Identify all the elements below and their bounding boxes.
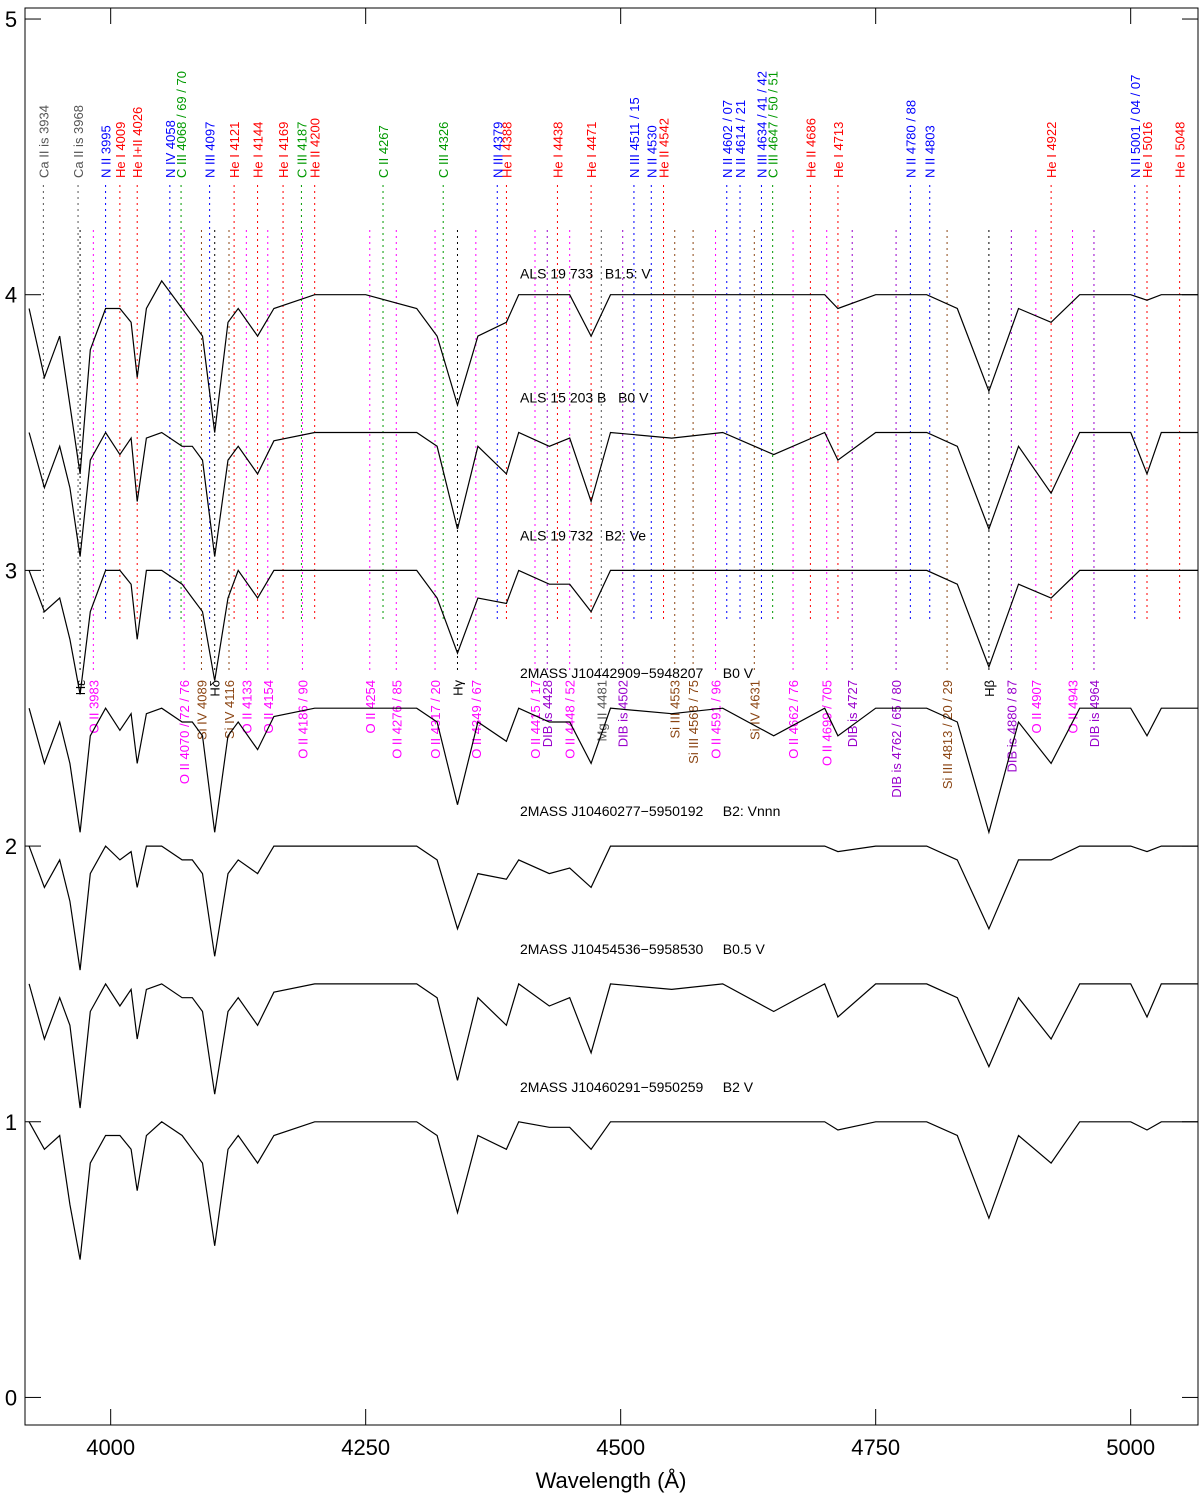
top-line-label: N II 4530: [644, 125, 659, 178]
top-line-label: Ca II is 3934: [36, 105, 51, 178]
bottom-line-label: O II 4070 / 72 / 76: [177, 680, 192, 784]
x-axis-label: Wavelength (Å): [536, 1468, 687, 1493]
y-tick-label: 2: [5, 834, 17, 859]
spectrum-label: 2MASS J10460277−5950192 B2: Vnnn: [520, 803, 780, 819]
top-line-label: C III 4068 / 69 / 70: [174, 71, 189, 178]
top-line-label: He I 4121: [227, 122, 242, 178]
bottom-line-label: O II 4662 / 76: [786, 680, 801, 759]
top-line-label: He II 4200: [308, 118, 323, 178]
top-line-label: N II 5001 / 04 / 07: [1128, 75, 1143, 178]
bottom-line-label: Si III 4568 / 75: [686, 680, 701, 764]
top-line-label: He I 4438: [550, 122, 565, 178]
x-tick-label: 4250: [341, 1435, 390, 1460]
bottom-line-label: O II 4276 / 85: [389, 680, 404, 759]
bottom-line-label: O II 4133: [239, 680, 254, 733]
bottom-line-label: O II 3983: [86, 680, 101, 733]
bottom-line-label: Si IV 4631: [747, 680, 762, 740]
x-tick-label: 4000: [86, 1435, 135, 1460]
top-line-label: C III 4326: [436, 122, 451, 178]
bottom-line-label: O II 4415 / 17: [528, 680, 543, 759]
bottom-line-label: O II 4349 / 67: [469, 680, 484, 759]
bottom-line-label: O II 4448 / 52: [563, 680, 578, 759]
x-tick-label: 4750: [851, 1435, 900, 1460]
top-line-label: He I 4388: [499, 122, 514, 178]
spectrum-label: ALS 15 203 B B0 V: [520, 390, 649, 406]
spectrum-label: 2MASS J10454536−5958530 B0.5 V: [520, 941, 765, 957]
top-line-label: N III 4097: [203, 122, 218, 178]
top-line-label: He I 5048: [1173, 122, 1188, 178]
top-line-label: He I 4169: [276, 122, 291, 178]
spectrum: [28, 1121, 1198, 1260]
top-line-label: N III 4511 / 15: [627, 97, 642, 178]
bottom-line-label: O II 4186 / 90: [295, 680, 310, 759]
bottom-line-label: Hδ: [208, 680, 223, 697]
bottom-line-label: O II 4943: [1066, 680, 1081, 733]
top-line-label: He I 4922: [1044, 122, 1059, 178]
bottom-line-label: DIB is 4964: [1087, 680, 1102, 747]
bottom-line-label: DIB is 4428: [540, 680, 555, 747]
bottom-line-label: Hβ: [982, 680, 997, 697]
y-tick-label: 3: [5, 558, 17, 583]
spectrum: [28, 569, 1198, 695]
bottom-line-label: DIB is 4880 / 87: [1004, 680, 1019, 773]
top-line-label: N III 4634 / 41 / 42: [754, 71, 769, 178]
spectrum: [28, 279, 1198, 474]
y-tick-label: 1: [5, 1110, 17, 1135]
top-line-label: He I 4144: [251, 122, 266, 178]
top-line-label: He II 4542: [657, 118, 672, 178]
spectrum: [28, 707, 1198, 835]
bottom-line-label: Mg II 4481: [594, 680, 609, 741]
top-line-label: N II 4614 / 21: [733, 100, 748, 178]
spectrum: [28, 431, 1198, 557]
x-tick-label: 5000: [1106, 1435, 1155, 1460]
bottom-line-label: Si IV 4089: [194, 680, 209, 740]
bottom-line-label: DIB is 4762 / 65 / 80: [889, 680, 904, 798]
top-line-label: N II 4602 / 07: [720, 100, 735, 178]
top-line-label: N II 4780 / 88: [903, 100, 918, 178]
plot-frame: [24, 7, 1199, 1426]
bottom-line-label: O II 4317 / 20: [428, 680, 443, 759]
top-line-label: C III 4647 / 50 / 51: [766, 71, 781, 178]
top-line-label: He II 4686: [803, 118, 818, 178]
bottom-line-label: O II 4254: [363, 680, 378, 733]
top-line-label: Ca II is 3968: [71, 105, 86, 178]
x-tick-label: 4500: [596, 1435, 645, 1460]
bottom-line-label: DIB is 4727: [845, 680, 860, 747]
y-tick-label: 0: [5, 1385, 17, 1410]
top-line-label: He I 4009: [113, 122, 128, 178]
y-tick-label: 4: [5, 283, 17, 308]
spectrum-label: 2MASS J10460291−5950259 B2 V: [520, 1079, 754, 1095]
bottom-line-label: Hγ: [450, 680, 465, 696]
spectrum-label: ALS 19 733 B1.5: V: [520, 265, 651, 281]
spectrum-label: ALS 19 732 B2: Ve: [520, 527, 646, 543]
bottom-line-label: Si III 4553: [668, 680, 683, 739]
top-line-label: N II 4803: [923, 125, 938, 178]
top-line-label: He I+II 4026: [130, 107, 145, 178]
bottom-line-label: O II 4907: [1029, 680, 1044, 733]
spectrum-label: 2MASS J10442909−5948207 B0 V: [520, 665, 754, 681]
y-tick-label: 5: [5, 7, 17, 32]
bottom-line-label: O II 4154: [261, 680, 276, 733]
top-line-label: N IV 4058: [163, 120, 178, 178]
spectrum: [28, 845, 1198, 971]
bottom-line-label: O II 4591 / 96: [709, 680, 724, 759]
top-line-label: C III 4187: [294, 122, 309, 178]
bottom-line-label: O II 4699 / 705: [820, 680, 835, 766]
top-line-label: He I 4713: [831, 122, 846, 178]
top-line-label: N II 3995: [99, 125, 114, 178]
bottom-line-label: Si III 4813 / 20 / 29: [940, 680, 955, 789]
bottom-line-label: Si IV 4116: [222, 680, 237, 739]
top-line-label: He I 4471: [584, 122, 599, 178]
spectrum: [28, 982, 1198, 1109]
bottom-line-label: DIB is 4502: [616, 680, 631, 747]
top-line-label: He I 5016: [1140, 122, 1155, 178]
top-line-label: N III 4379: [490, 122, 505, 178]
top-line-label: C II 4267: [376, 125, 391, 178]
